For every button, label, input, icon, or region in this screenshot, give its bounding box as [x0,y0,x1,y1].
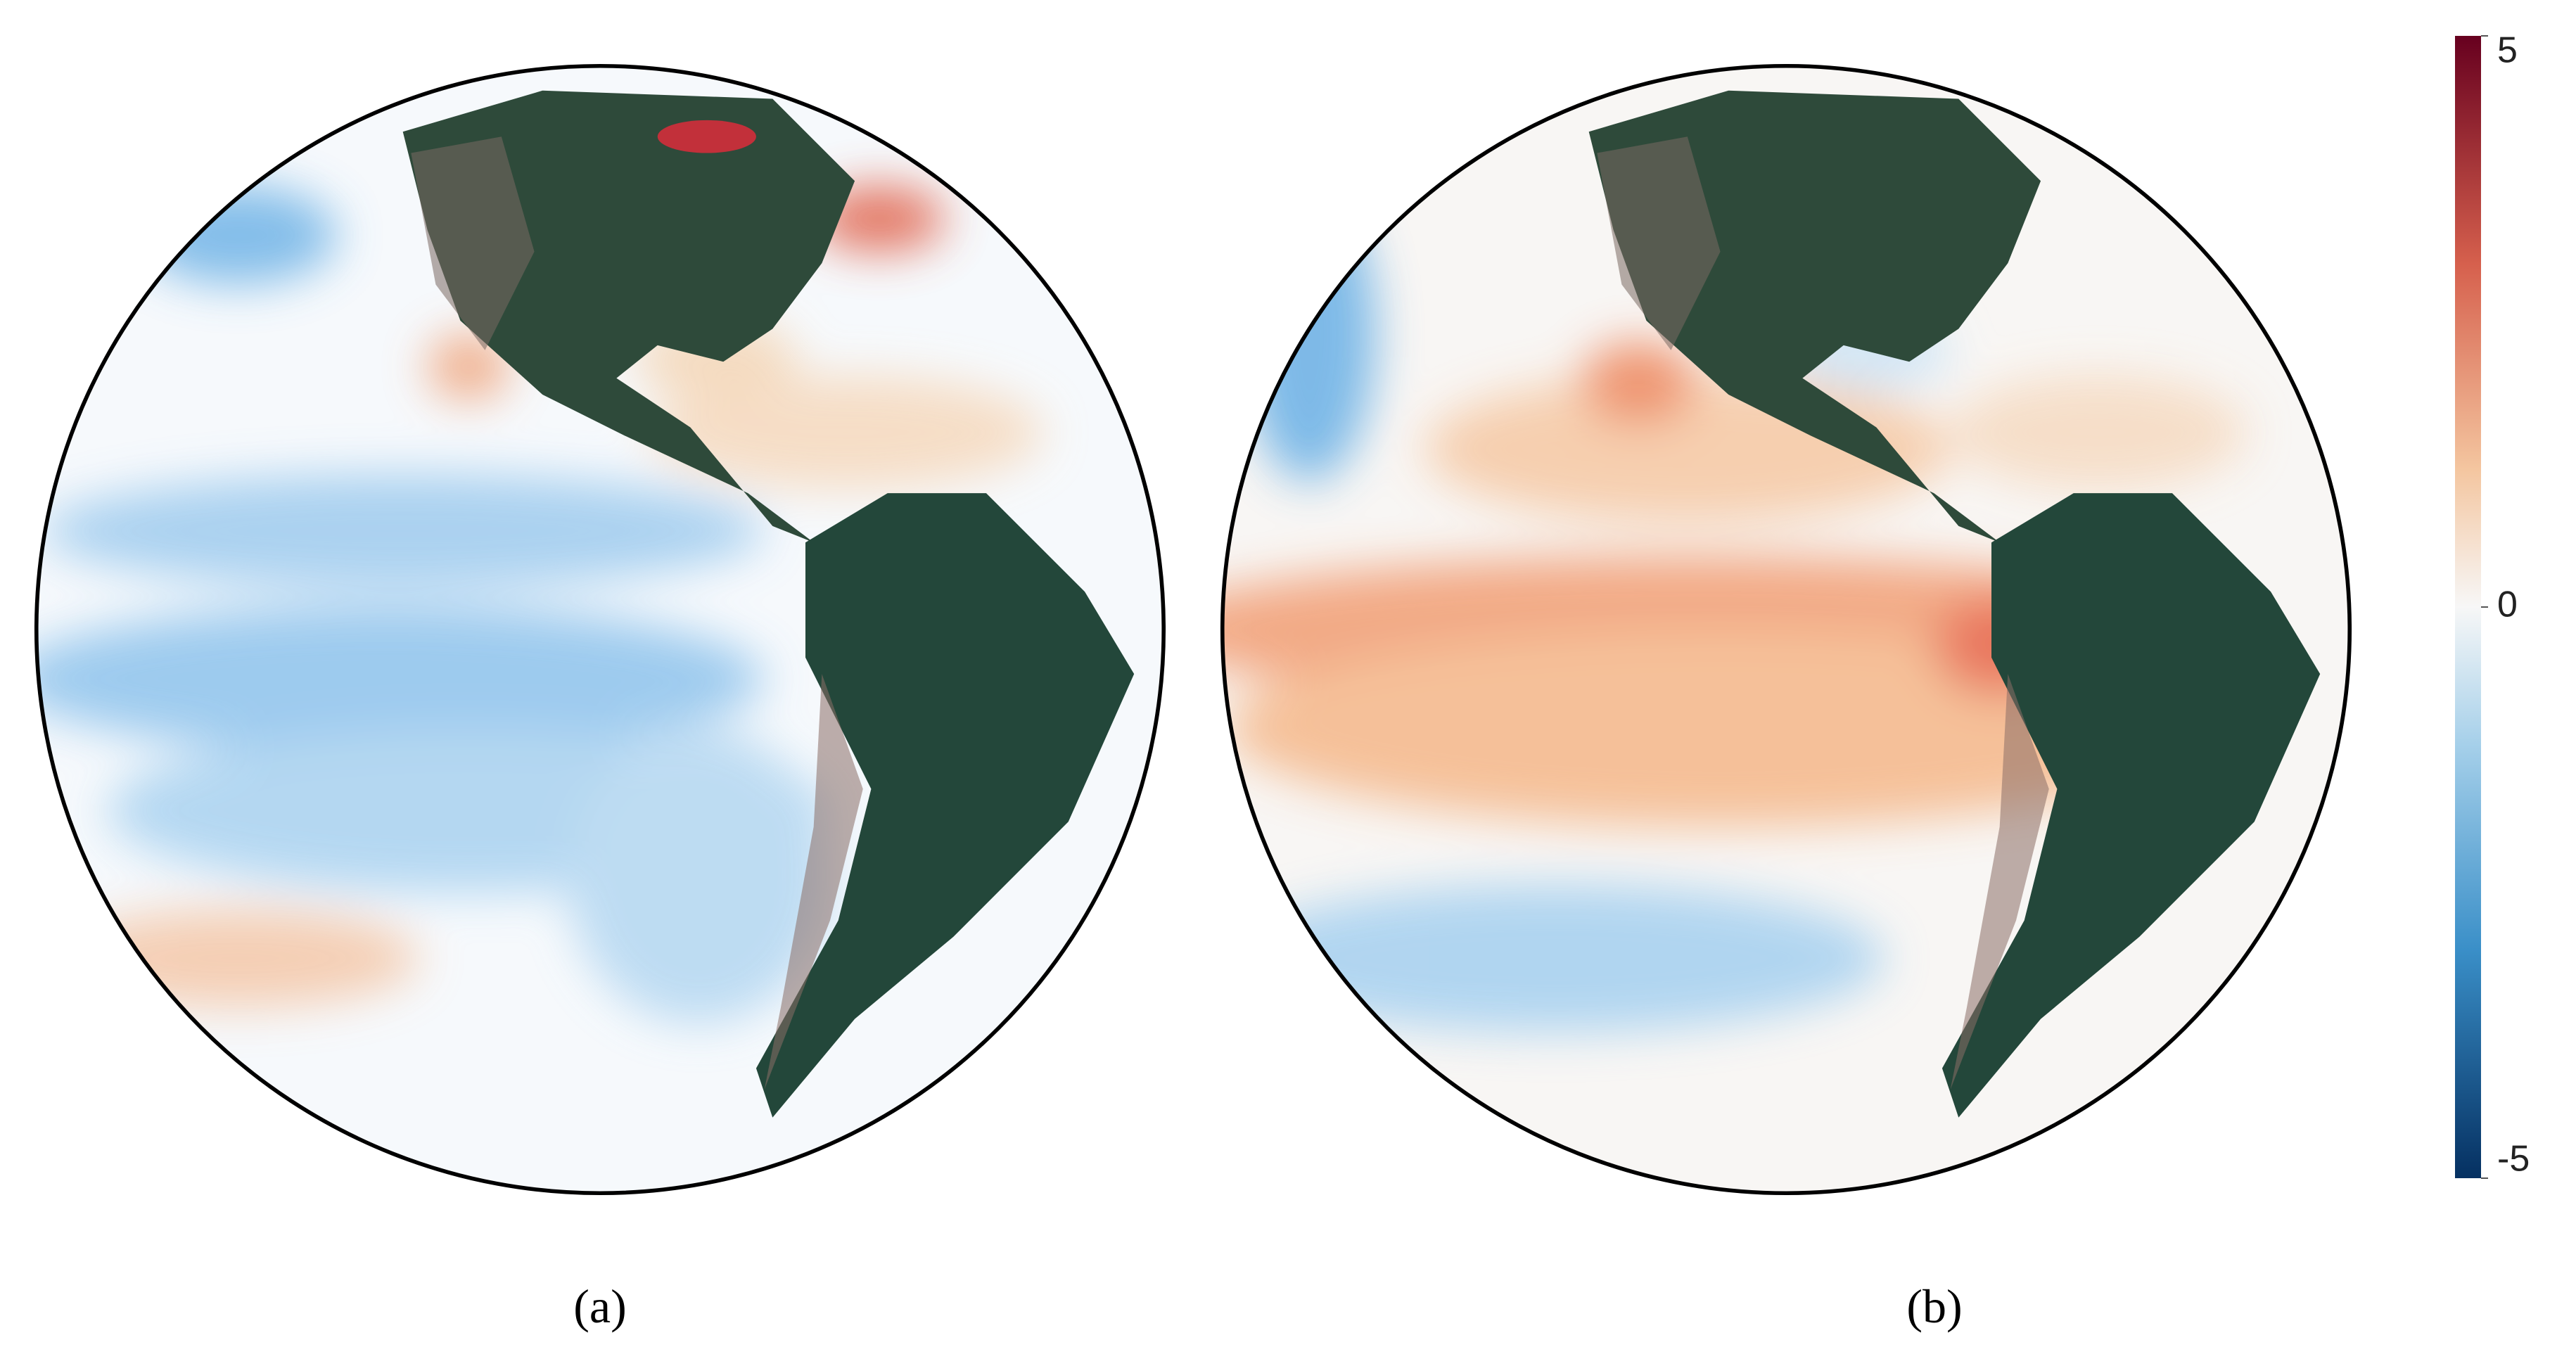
colorbar-ticks: 5 0 -5 [2481,30,2530,1180]
globe-b [1220,63,2352,1196]
colorbar-tick-label: 5 [2497,30,2518,71]
colorbar [2455,36,2481,1178]
panel-label: (a) [573,1279,626,1333]
colorbar-tick-label: -5 [2497,1139,2530,1180]
colorbar-tick-label: 0 [2497,585,2518,625]
globe-a [34,63,1166,1196]
panel-label: (b) [1906,1279,1962,1333]
